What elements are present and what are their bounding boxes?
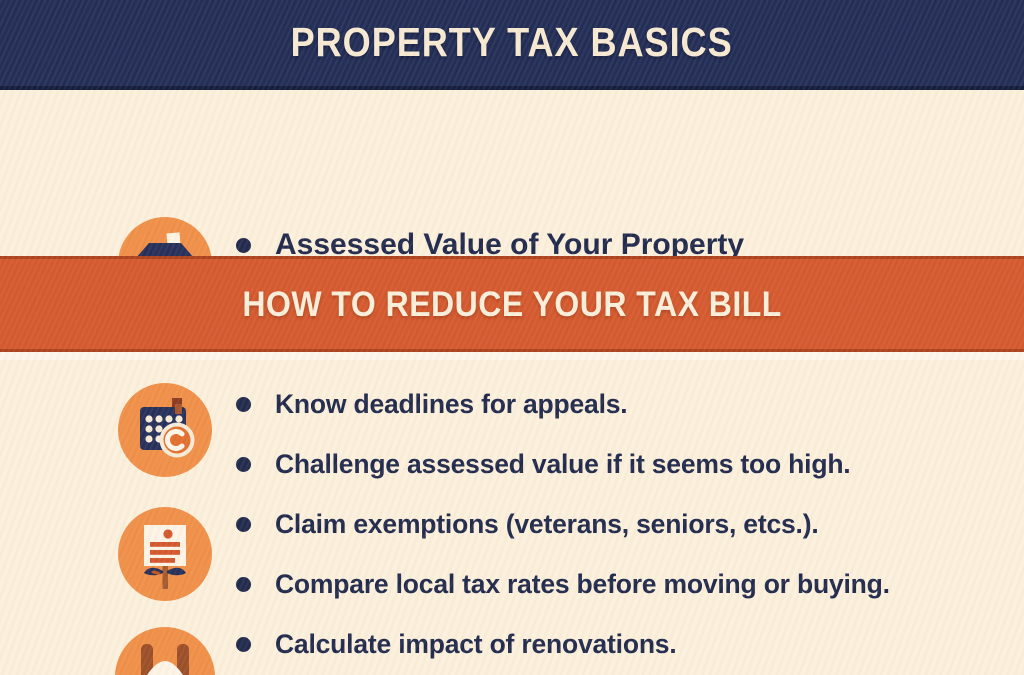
list-item: Challenge assessed value if it seems too… (236, 434, 890, 494)
reduce-list: Know deadlines for appeals. Challenge as… (236, 374, 890, 674)
page-title: PROPERTY TAX BASICS (291, 19, 733, 66)
section-basics: Assessed Value of Your Property Local Ta… (0, 90, 1024, 315)
list-item: Compare local tax rates before moving or… (236, 554, 890, 614)
divider-strip (0, 352, 1024, 360)
list-item: Claim exemptions (veterans, seniors, etc… (236, 494, 890, 554)
section-reduce: Know deadlines for appeals. Challenge as… (0, 352, 1024, 675)
list-item-label: Challenge assessed value if it seems too… (275, 448, 851, 479)
calendar-clock-icon (115, 380, 215, 480)
header-banner: PROPERTY TAX BASICS (0, 0, 1024, 90)
list-item-label: Assessed Value of Your Property (275, 228, 745, 261)
list-item-label: Claim exemptions (veterans, seniors, etc… (275, 508, 819, 539)
list-item-label: Calculate impact of renovations. (275, 628, 677, 659)
bullet-icon (236, 456, 251, 472)
reduce-banner-title: HOW TO REDUCE YOUR TAX BILL (242, 283, 782, 324)
list-item: Know deadlines for appeals. (236, 374, 890, 434)
bullet-icon (236, 636, 251, 652)
list-item: Assessed Value of Your Property (236, 218, 744, 272)
list-item-label: Compare local tax rates before moving or… (275, 568, 890, 599)
reduce-banner: HOW TO REDUCE YOUR TAX BILL (0, 256, 1024, 352)
list-item-label: Know deadlines for appeals. (275, 388, 628, 419)
list-item: Calculate impact of renovations. (236, 614, 890, 674)
sign-post-icon (115, 504, 215, 604)
bullet-icon (236, 237, 251, 253)
bullet-icon (236, 396, 251, 412)
bullet-icon (236, 576, 251, 592)
bullet-icon (236, 516, 251, 532)
hands-house-icon (112, 624, 218, 675)
